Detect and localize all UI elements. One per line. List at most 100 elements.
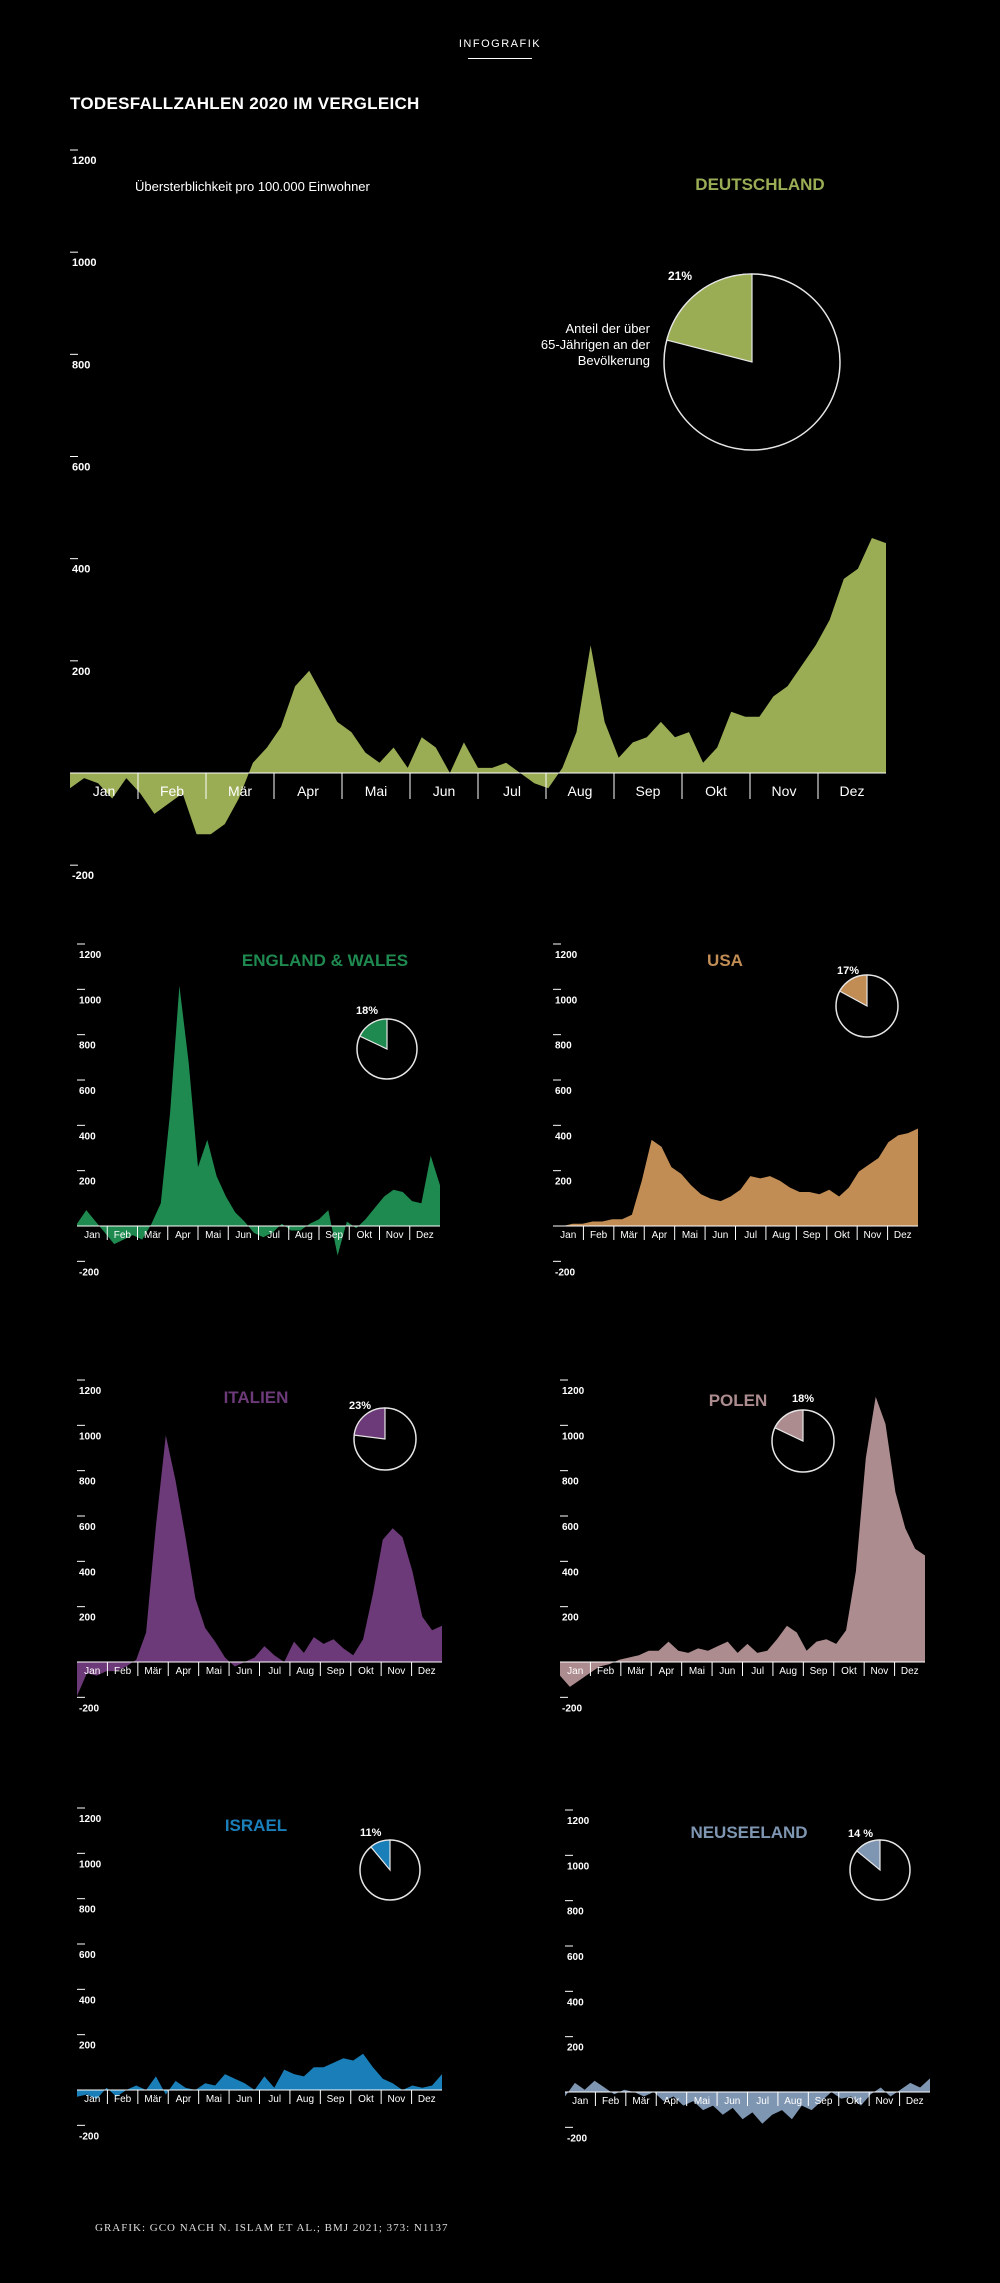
england-wales-pie-percent: 18% bbox=[356, 1005, 378, 1017]
polen-month-label: Dez bbox=[901, 1666, 919, 1677]
england-wales-pie-slice bbox=[359, 1018, 388, 1050]
england-wales-ytick-label: 1000 bbox=[79, 995, 102, 1006]
israel-ytick-label: 600 bbox=[79, 1950, 96, 1961]
deutschland-month-label: Mär bbox=[228, 783, 252, 799]
usa-title: USA bbox=[707, 951, 743, 970]
deutschland-ytick-label: -200 bbox=[72, 870, 94, 882]
israel-month-label: Mär bbox=[144, 2094, 162, 2105]
england-wales-ytick-label: 800 bbox=[79, 1041, 96, 1052]
usa-month-label: Okt bbox=[834, 1230, 850, 1241]
polen-ytick-label: 1200 bbox=[562, 1386, 585, 1397]
italien-month-label: Mär bbox=[144, 1666, 162, 1677]
italien-month-label: Jan bbox=[84, 1666, 100, 1677]
italien-ytick-label: 600 bbox=[79, 1522, 96, 1533]
israel-month-label: Sep bbox=[327, 2094, 345, 2105]
england-wales-month-label: Mär bbox=[144, 1230, 162, 1241]
neuseeland-month-label: Mai bbox=[694, 2096, 710, 2107]
england-wales-ytick-label: 600 bbox=[79, 1086, 96, 1097]
neuseeland-month-label: Sep bbox=[815, 2096, 833, 2107]
polen-month-label: Jul bbox=[751, 1666, 764, 1677]
israel-ytick-label: 800 bbox=[79, 1905, 96, 1916]
israel-area bbox=[77, 2053, 442, 2100]
usa-ytick-label: -200 bbox=[555, 1267, 575, 1278]
usa-month-label: Dez bbox=[894, 1230, 912, 1241]
england-wales-month-label: Okt bbox=[357, 1230, 373, 1241]
deutschland-ytick-label: 400 bbox=[72, 564, 90, 576]
usa-month-label: Apr bbox=[652, 1230, 668, 1241]
deutschland-ytick-label: 1200 bbox=[72, 155, 96, 167]
usa-ytick-label: 200 bbox=[555, 1177, 572, 1188]
israel-month-label: Okt bbox=[358, 2094, 374, 2105]
italien-ytick-label: 1200 bbox=[79, 1386, 102, 1397]
deutschland-month-label: Sep bbox=[636, 783, 661, 799]
neuseeland-month-label: Jul bbox=[756, 2096, 769, 2107]
israel-month-label: Mai bbox=[206, 2094, 222, 2105]
israel-ytick-label: 1200 bbox=[79, 1814, 102, 1825]
italien-ytick-label: 400 bbox=[79, 1567, 96, 1578]
italien-month-label: Dez bbox=[418, 1666, 436, 1677]
israel-month-label: Jun bbox=[236, 2094, 252, 2105]
italien-month-label: Feb bbox=[114, 1666, 132, 1677]
england-wales-month-label: Dez bbox=[416, 1230, 434, 1241]
kicker-underline bbox=[468, 58, 532, 59]
neuseeland-pie-slice bbox=[856, 1839, 881, 1872]
neuseeland-month-label: Apr bbox=[664, 2096, 680, 2107]
england-wales-month-label: Sep bbox=[325, 1230, 343, 1241]
italien-ytick-label: 1000 bbox=[79, 1431, 102, 1442]
england-wales-ytick-label: 1200 bbox=[79, 950, 102, 961]
israel-month-label: Jul bbox=[268, 2094, 281, 2105]
deutschland-ytick-label: 200 bbox=[72, 666, 90, 678]
italien-month-label: Jun bbox=[236, 1666, 252, 1677]
usa-pie-slice bbox=[838, 974, 868, 1008]
italien-month-label: Mai bbox=[206, 1666, 222, 1677]
neuseeland-ytick-label: 200 bbox=[567, 2043, 584, 2054]
england-wales-month-label: Mai bbox=[205, 1230, 221, 1241]
deutschland-ytick-label: 1000 bbox=[72, 257, 96, 269]
deutschland-month-label: Feb bbox=[160, 783, 184, 799]
italien-month-label: Apr bbox=[176, 1666, 192, 1677]
deutschland-pie-slice bbox=[666, 273, 753, 363]
usa-month-label: Jul bbox=[744, 1230, 757, 1241]
deutschland-title: DEUTSCHLAND bbox=[695, 175, 824, 194]
polen-month-label: Jan bbox=[567, 1666, 583, 1677]
israel-month-label: Apr bbox=[176, 2094, 192, 2105]
polen-month-label: Mai bbox=[689, 1666, 705, 1677]
usa-month-label: Aug bbox=[772, 1230, 790, 1241]
usa-ytick-label: 600 bbox=[555, 1086, 572, 1097]
polen-ytick-label: 1000 bbox=[562, 1431, 585, 1442]
deutschland-month-label: Mai bbox=[365, 783, 388, 799]
deutschland-month-label: Jul bbox=[503, 783, 521, 799]
england-wales-area bbox=[77, 985, 440, 1256]
neuseeland-ytick-label: 1000 bbox=[567, 1861, 590, 1872]
polen-area bbox=[560, 1396, 925, 1687]
neuseeland-ytick-label: 600 bbox=[567, 1952, 584, 1963]
deutschland-month-label: Okt bbox=[705, 783, 727, 799]
italien-month-label: Nov bbox=[387, 1666, 405, 1677]
italien-ytick-label: 200 bbox=[79, 1613, 96, 1624]
england-wales-month-label: Jun bbox=[235, 1230, 251, 1241]
usa-month-label: Jun bbox=[712, 1230, 728, 1241]
polen-pie-slice bbox=[774, 1409, 804, 1442]
england-wales-month-label: Nov bbox=[386, 1230, 404, 1241]
neuseeland-month-label: Mär bbox=[632, 2096, 650, 2107]
source-credit: GRAFIK: GCO NACH N. ISLAM ET AL.; BMJ 20… bbox=[95, 2222, 449, 2234]
deutschland-month-label: Nov bbox=[772, 783, 797, 799]
italien-ytick-label: -200 bbox=[79, 1703, 99, 1714]
usa-month-label: Sep bbox=[803, 1230, 821, 1241]
deutschland-month-label: Dez bbox=[840, 783, 865, 799]
england-wales-ytick-label: -200 bbox=[79, 1267, 99, 1278]
neuseeland-ytick-label: 1200 bbox=[567, 1816, 590, 1827]
israel-pie-percent: 11% bbox=[360, 1827, 382, 1839]
neuseeland-month-label: Okt bbox=[846, 2096, 862, 2107]
deutschland-month-label: Jan bbox=[93, 783, 116, 799]
neuseeland-month-label: Nov bbox=[875, 2096, 893, 2107]
israel-month-label: Feb bbox=[114, 2094, 132, 2105]
israel-ytick-label: 200 bbox=[79, 2041, 96, 2052]
polen-ytick-label: 800 bbox=[562, 1477, 579, 1488]
polen-month-label: Jun bbox=[719, 1666, 735, 1677]
usa-month-label: Mär bbox=[620, 1230, 638, 1241]
polen-ytick-label: -200 bbox=[562, 1703, 582, 1714]
neuseeland-ytick-label: 800 bbox=[567, 1907, 584, 1918]
usa-ytick-label: 800 bbox=[555, 1041, 572, 1052]
